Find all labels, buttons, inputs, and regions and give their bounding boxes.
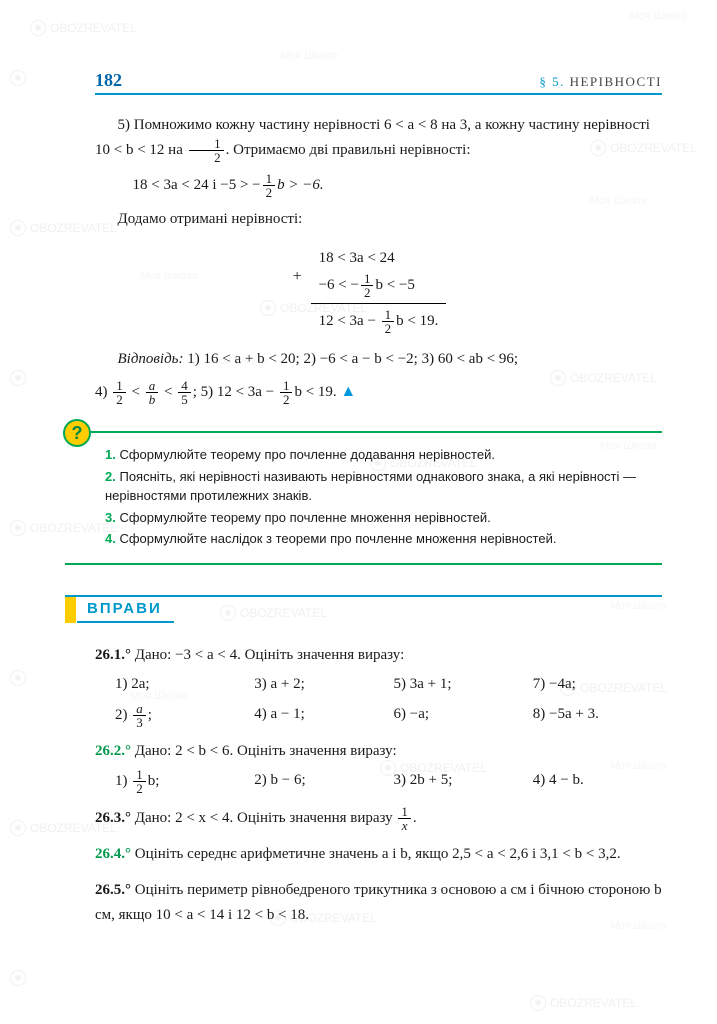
exercise-26-3: 26.3.° Дано: 2 < x < 4. Оцініть значення… [95,805,662,832]
question-2: 2. Поясніть, які нерівності називають не… [105,467,662,506]
end-triangle-icon: ▲ [340,383,356,400]
plus-sign: + [293,263,302,292]
exercise-26-4: 26.4.° Оцініть середнє арифметичне значе… [95,842,662,868]
addition-row-1: 18 < 3a < 24 [311,245,447,272]
exercise-26-5: 26.5.° Оцініть периметр рівнобедреного т… [95,878,662,929]
addition-result: 12 < 3a − 12b < 19. [311,304,447,335]
solution-step-5: 5) Помножимо кожну частину нерівності 6 … [95,113,662,164]
addition-row-2: −6 < −12b < −5 [311,272,447,304]
questions-block: ? 1. Сформулюйте теорему про почленне до… [65,431,662,565]
question-4: 4. Сформулюйте наслідок з теореми про по… [105,529,662,549]
exercises-header: ВПРАВИ [65,595,662,623]
question-1: 1. Сформулюйте теорему про почленне дода… [105,445,662,465]
exercises-flag-icon [65,597,77,623]
inequality-line-1: 18 < 3a < 24 і −5 > −12b > −6. [133,172,663,199]
page-header: 182 § 5. НЕРІВНОСТІ [95,70,662,95]
answer-line-1: Відповідь: 1) 16 < a + b < 20; 2) −6 < a… [95,347,662,371]
add-intro: Додамо отримані нерівності: [95,207,662,231]
exercise-26-2-items: 1) 12b; 2) b − 6; 3) 2b + 5; 4) 4 − b. [115,768,662,795]
exercise-26-2: 26.2.° Дано: 2 < b < 6. Оцініть значення… [95,739,662,796]
exercise-26-1-items: 1) 2a; 3) a + 2; 5) 3a + 1; 7) −4a; 2) a… [115,672,662,729]
section-title: § 5. НЕРІВНОСТІ [539,74,662,90]
exercise-26-1: 26.1.° Дано: −3 < a < 4. Оцініть значенн… [95,643,662,729]
question-3: 3. Сформулюйте теорему про почленне множ… [105,508,662,528]
page-number: 182 [95,70,122,91]
page-content: 182 § 5. НЕРІВНОСТІ 5) Помножимо кожну ч… [0,0,717,979]
answer-line-2: 4) 12 < ab < 45; 5) 12 < 3a − 12b < 19. … [95,379,662,406]
addition-block: + 18 < 3a < 24 −6 < −12b < −5 12 < 3a − … [95,239,662,341]
question-badge-icon: ? [63,419,91,447]
exercises-label: ВПРАВИ [77,597,174,623]
fraction-neg-half: 12 [189,137,224,164]
